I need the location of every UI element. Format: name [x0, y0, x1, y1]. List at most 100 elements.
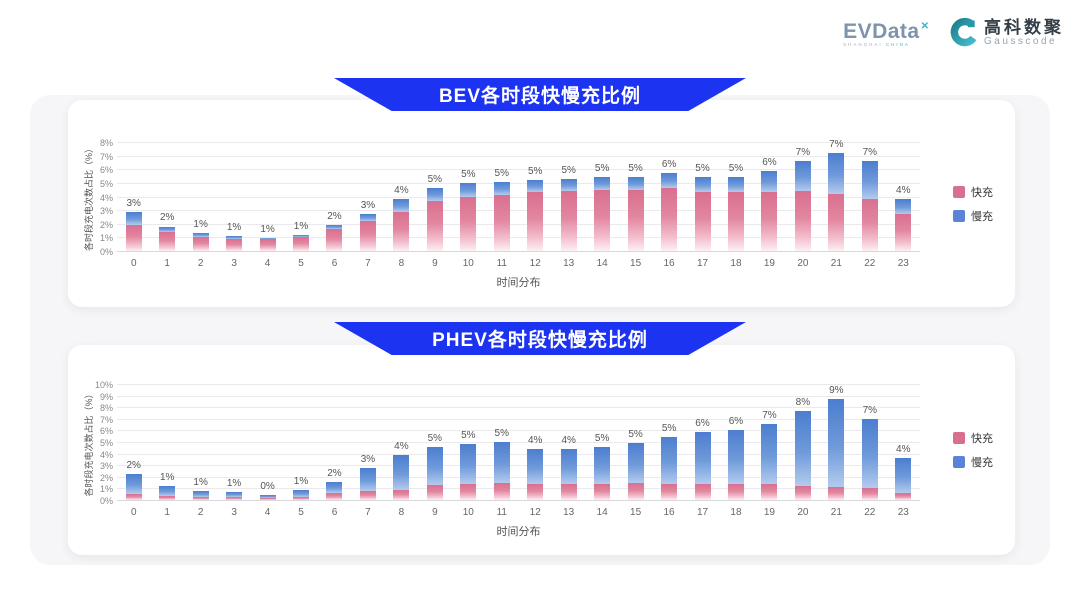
slow-charge-segment	[727, 177, 744, 193]
fast-charge-segment	[694, 483, 711, 500]
slow-charge-segment	[560, 178, 577, 192]
fast-charge-segment	[159, 495, 176, 500]
x-tick-label: 23	[897, 507, 909, 518]
x-tick-label: 16	[663, 507, 675, 518]
x-tick-label: 3	[231, 258, 237, 269]
bar-9	[426, 188, 443, 251]
x-tick-label: 23	[897, 258, 909, 269]
y-tick-label: 0%	[99, 247, 113, 257]
slow-charge-segment	[192, 490, 209, 497]
bev-x-axis-title: 时间分布	[496, 277, 541, 289]
slow-charge-segment	[761, 424, 778, 485]
bar-total-label: 1%	[193, 219, 208, 231]
y-tick-label: 1%	[99, 233, 113, 244]
fast-charge-segment	[493, 482, 510, 500]
bar-total-label: 5%	[594, 163, 610, 175]
bar-total-label: 5%	[628, 429, 643, 441]
x-tick-label: 21	[830, 258, 842, 269]
bar-total-label: 1%	[159, 472, 175, 484]
fast-charge-segment	[761, 484, 778, 500]
fast-charge-segment	[828, 193, 845, 251]
phev-x-axis-title: 时间分布	[496, 526, 541, 538]
bar-total-label: 7%	[795, 147, 811, 159]
fast-charge-segment	[326, 493, 343, 500]
bar-15	[627, 176, 644, 251]
bar-total-label: 1%	[193, 476, 208, 488]
bar-total-label: 5%	[427, 432, 443, 444]
gridline	[117, 196, 920, 198]
legend-swatch-icon	[953, 209, 965, 222]
slow-charge-segment	[527, 180, 544, 193]
bar-total-label: 5%	[594, 432, 610, 444]
slow-charge-segment	[125, 211, 142, 226]
slow-charge-segment	[828, 399, 845, 488]
x-tick-label: 16	[663, 258, 675, 269]
fast-charge-segment	[393, 211, 410, 251]
gausscode-cn-label: 高科数聚	[984, 17, 1064, 37]
fast-charge-segment	[359, 221, 376, 251]
bar-7	[359, 214, 376, 251]
legend-label: 快充	[971, 186, 993, 199]
fast-charge-segment	[560, 483, 577, 500]
legend-label: 慢充	[971, 210, 993, 223]
x-tick-label: 6	[331, 258, 338, 269]
slow-charge-segment	[594, 177, 611, 190]
bar-4	[259, 494, 276, 500]
x-tick-label: 18	[730, 507, 742, 518]
fast-charge-segment	[594, 483, 611, 500]
x-tick-label: 1	[164, 507, 170, 518]
bar-total-label: 3%	[360, 453, 376, 465]
bar-19	[761, 170, 778, 251]
bar-total-label: 2%	[327, 211, 342, 223]
bar-13	[560, 178, 577, 251]
fast-charge-segment	[359, 490, 376, 500]
y-tick-label: 2%	[99, 219, 113, 230]
bar-7	[359, 467, 376, 500]
evdata-x-icon: ✕	[920, 20, 929, 32]
legend-item-慢充: 慢充	[953, 208, 993, 224]
gausscode-logo: 高科数聚 Gausscode	[948, 18, 1064, 48]
fast-charge-segment	[895, 214, 912, 251]
fast-charge-segment	[493, 195, 510, 251]
legend-item-快充: 快充	[953, 184, 993, 200]
slow-charge-segment	[460, 444, 477, 484]
bar-total-label: 7%	[862, 147, 878, 159]
slow-charge-segment	[627, 176, 644, 191]
bar-total-label: 0%	[260, 480, 275, 492]
slow-charge-segment	[694, 431, 711, 484]
y-tick-label: 3%	[99, 206, 113, 217]
bar-8	[393, 199, 410, 251]
fast-charge-segment	[627, 190, 644, 251]
bar-4	[259, 238, 276, 251]
phev-chart-legend: 快充 慢充	[953, 430, 993, 470]
x-tick-label: 10	[462, 258, 474, 269]
legend-swatch-icon	[953, 432, 965, 444]
gridline	[117, 465, 920, 467]
bar-3	[226, 236, 243, 251]
y-tick-label: 7%	[99, 414, 113, 425]
slow-charge-segment	[727, 430, 744, 484]
x-tick-label: 19	[763, 258, 775, 269]
slow-charge-segment	[359, 214, 376, 222]
x-tick-label: 17	[696, 258, 709, 269]
fast-charge-segment	[794, 486, 811, 500]
bar-total-label: 7%	[762, 410, 777, 422]
bar-total-label: 5%	[661, 423, 677, 435]
bar-total-label: 5%	[461, 430, 476, 442]
slow-charge-segment	[661, 173, 678, 189]
fast-charge-segment	[560, 191, 577, 251]
bar-total-label: 1%	[226, 222, 242, 234]
gridline	[117, 182, 920, 184]
bev-chart-title: BEV各时段快慢充比例	[438, 86, 642, 107]
bar-23	[895, 458, 912, 500]
slow-charge-segment	[393, 454, 410, 490]
bar-total-label: 5%	[461, 168, 476, 180]
x-tick-label: 7	[365, 258, 371, 269]
bar-total-label: 4%	[896, 444, 911, 456]
x-tick-label: 20	[797, 507, 809, 518]
fast-charge-segment	[661, 188, 678, 251]
slow-charge-segment	[661, 437, 678, 484]
bar-17	[694, 431, 711, 500]
slow-charge-segment	[493, 442, 510, 483]
fast-charge-segment	[192, 237, 209, 251]
